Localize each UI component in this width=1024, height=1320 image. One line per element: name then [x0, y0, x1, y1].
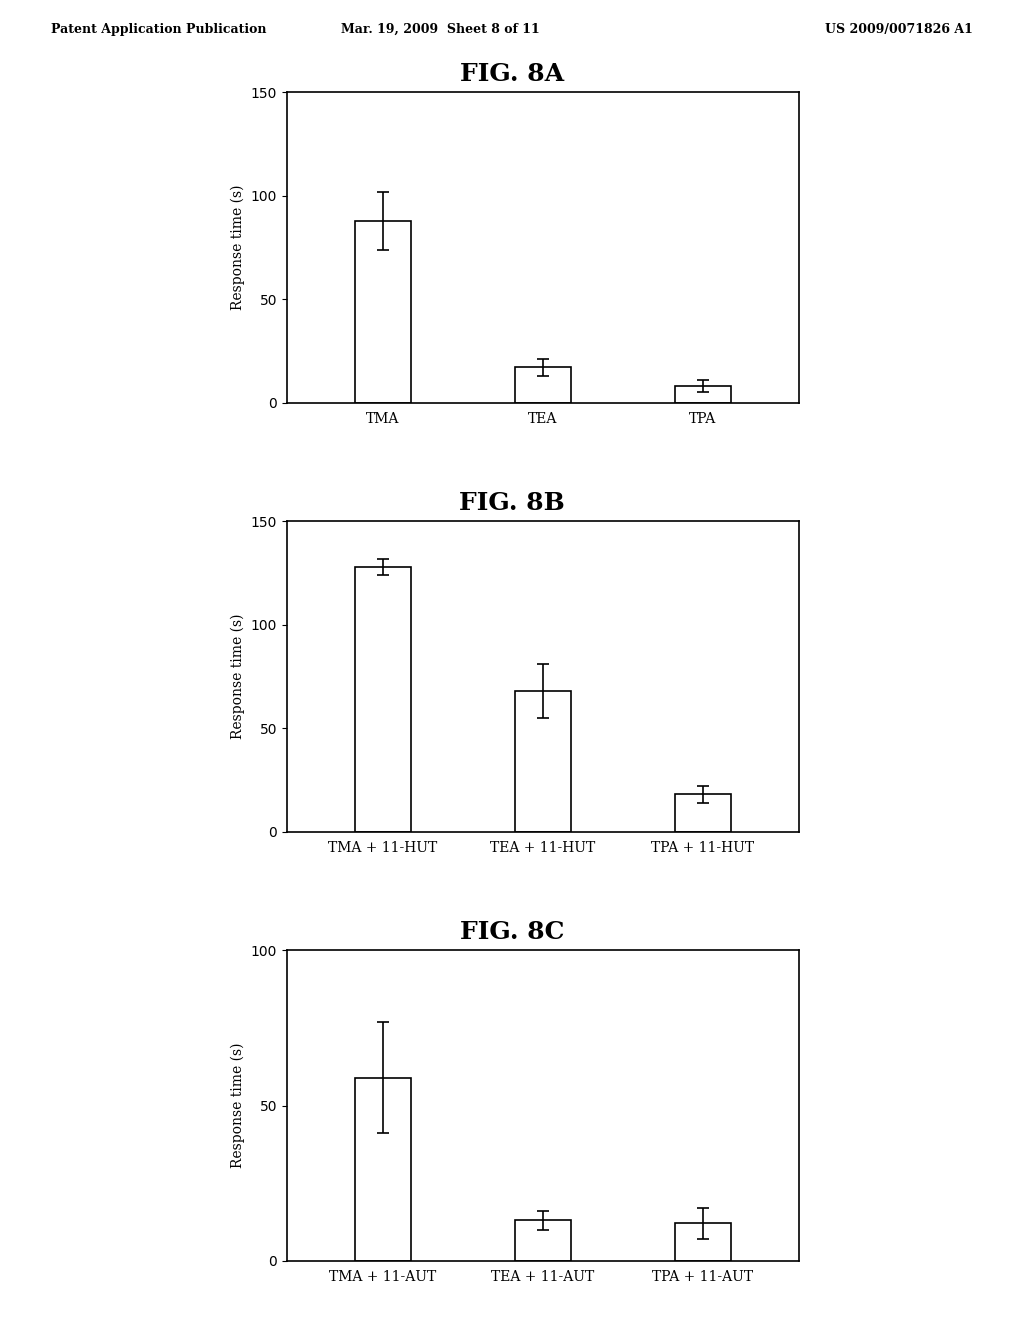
Bar — [675, 1224, 731, 1261]
Bar — [515, 1220, 570, 1261]
Bar — [354, 220, 411, 403]
Bar — [354, 1077, 411, 1261]
Text: FIG. 8B: FIG. 8B — [459, 491, 565, 515]
Text: FIG. 8A: FIG. 8A — [460, 62, 564, 86]
Y-axis label: Response time (s): Response time (s) — [230, 614, 245, 739]
Y-axis label: Response time (s): Response time (s) — [230, 1043, 245, 1168]
Text: Mar. 19, 2009  Sheet 8 of 11: Mar. 19, 2009 Sheet 8 of 11 — [341, 24, 540, 36]
Text: Patent Application Publication: Patent Application Publication — [51, 24, 266, 36]
Bar — [515, 690, 570, 832]
Text: US 2009/0071826 A1: US 2009/0071826 A1 — [825, 24, 973, 36]
Bar — [675, 385, 731, 403]
Y-axis label: Response time (s): Response time (s) — [230, 185, 245, 310]
Bar — [675, 795, 731, 832]
Text: FIG. 8C: FIG. 8C — [460, 920, 564, 944]
Bar — [515, 367, 570, 403]
Bar — [354, 566, 411, 832]
